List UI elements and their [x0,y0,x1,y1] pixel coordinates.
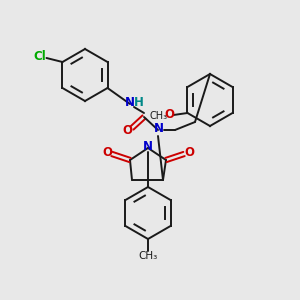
Text: O: O [122,124,132,137]
Text: CH₃: CH₃ [149,111,167,121]
Text: O: O [184,146,194,160]
Text: H: H [134,95,144,109]
Text: N: N [154,122,164,136]
Text: O: O [102,146,112,160]
Text: N: N [143,140,153,152]
Text: O: O [164,109,175,122]
Text: N: N [125,97,135,110]
Text: CH₃: CH₃ [138,251,158,261]
Text: Cl: Cl [33,50,46,64]
